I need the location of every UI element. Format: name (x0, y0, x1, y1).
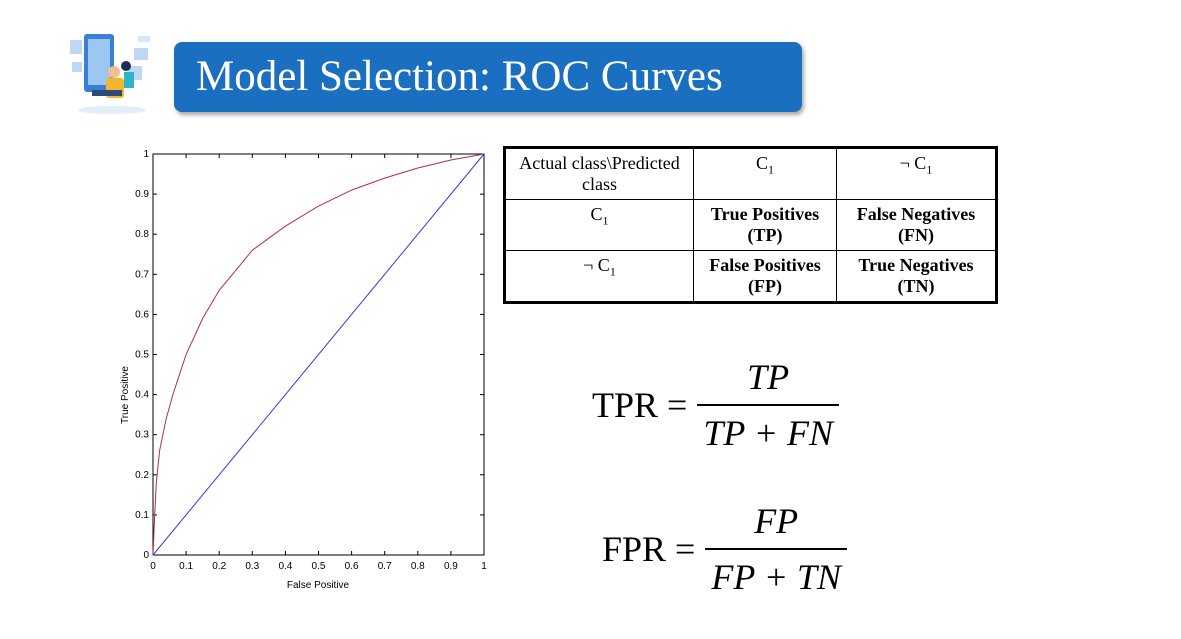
table-row-c1: C1 True Positives (TP) False Negatives (… (504, 199, 997, 251)
row-label-not-c1: ¬ C1 (504, 250, 694, 303)
row-label-c1: C1 (504, 199, 694, 251)
cell-false-positives: False Positives (FP) (693, 250, 837, 303)
presentation-logo (70, 34, 150, 114)
fpr-lhs: FPR = (602, 529, 696, 569)
header-not-c1-label: ¬ C1 (899, 153, 933, 177)
y-tick-label: 0.4 (135, 390, 149, 401)
header-not-c1: ¬ C1 (836, 147, 997, 200)
fpr-formula: FPR = FP FP + TN (602, 500, 848, 598)
header-actual-predicted: Actual class\Predicted class (504, 147, 694, 200)
fraction-bar (697, 404, 839, 406)
x-tick-label: 0.2 (212, 561, 226, 572)
x-tick-label: 1 (481, 561, 487, 572)
tpr-lhs: TPR = (592, 385, 688, 425)
y-tick-label: 0.6 (135, 309, 149, 320)
x-tick-label: 0.8 (411, 561, 425, 572)
y-tick-label: 0.2 (135, 470, 149, 481)
x-tick-label: 0.4 (278, 561, 292, 572)
cell-true-positives: True Positives (TP) (693, 199, 837, 251)
title-banner: Model Selection: ROC Curves (174, 42, 802, 112)
y-tick-label: 0.8 (135, 229, 149, 240)
cell-false-negatives: False Negatives (FN) (836, 199, 997, 251)
x-tick-label: 0.5 (312, 561, 326, 572)
tpr-formula: TPR = TP TP + FN (592, 356, 839, 454)
cell-true-negatives: True Negatives (TN) (836, 250, 997, 303)
x-axis-label: False Positive (287, 580, 350, 591)
roc-chart: True Positive False Positive 0 0.1 0.2 0.3 0… (120, 149, 487, 591)
fpr-numerator: FP (754, 501, 799, 541)
row-label-c1-text: C1 (590, 204, 609, 228)
y-axis-label: True Positive (120, 366, 131, 424)
table-header-row: Actual class\Predicted class C1 ¬ C1 (504, 147, 997, 200)
slide-title: Model Selection: ROC Curves (196, 53, 723, 100)
x-tick-label: 0.6 (345, 561, 359, 572)
x-tick-label: 0.7 (378, 561, 392, 572)
table-row-not-c1: ¬ C1 False Positives (FP) True Negatives… (504, 250, 997, 303)
fpr-fraction: FP FP + TN (705, 500, 848, 598)
x-tick-label: 0 (150, 561, 156, 572)
y-tick-label: 0 (143, 550, 149, 561)
x-tick-label: 0.9 (444, 561, 458, 572)
tpr-denominator: TP + FN (703, 413, 833, 453)
y-tick-label: 0.5 (135, 350, 149, 361)
fraction-bar (705, 548, 848, 550)
fpr-denominator: FP + TN (711, 557, 842, 597)
y-tick-label: 0.7 (135, 269, 149, 280)
tpr-fraction: TP TP + FN (697, 356, 839, 454)
x-tick-label: 0.3 (245, 561, 259, 572)
y-tick-label: 1 (143, 149, 149, 160)
header-c1-label: C1 (755, 153, 774, 177)
roc-curve-line (152, 153, 485, 556)
header-c1: C1 (693, 147, 837, 200)
x-tick-label: 0.1 (179, 561, 193, 572)
confusion-matrix-table: Actual class\Predicted class C1 ¬ C1 C1 … (503, 146, 998, 304)
diagonal-chance-line (152, 153, 485, 556)
y-tick-label: 0.9 (135, 189, 149, 200)
tpr-numerator: TP (747, 357, 790, 397)
y-tick-label: 0.3 (135, 430, 149, 441)
y-tick-label: 0.1 (135, 510, 149, 521)
row-label-not-c1-text: ¬ C1 (583, 255, 616, 279)
